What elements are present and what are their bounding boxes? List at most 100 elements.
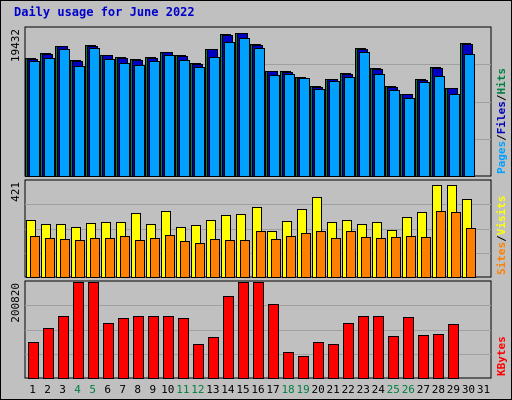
x-tick-label-6: 6 bbox=[104, 383, 111, 396]
bar-kbytes-day-8 bbox=[133, 316, 144, 379]
x-tick-label-5: 5 bbox=[89, 383, 96, 396]
bar-kbytes-day-5 bbox=[88, 282, 99, 379]
bar-kbytes-day-16 bbox=[253, 282, 264, 379]
bar-kbytes-day-29 bbox=[448, 324, 459, 379]
x-tick-label-16: 16 bbox=[251, 383, 264, 396]
right-label-part: Hits bbox=[495, 68, 508, 95]
right-label-part: / bbox=[495, 235, 508, 242]
x-tick-label-29: 29 bbox=[447, 383, 460, 396]
bar-sites-day-15 bbox=[240, 240, 250, 278]
right-label-part: / bbox=[495, 94, 508, 101]
bar-pages-day-28 bbox=[434, 76, 445, 177]
bar-pages-day-24 bbox=[374, 74, 385, 177]
x-tick-label-22: 22 bbox=[342, 383, 355, 396]
bar-kbytes-day-20 bbox=[313, 342, 324, 379]
x-tick-label-2: 2 bbox=[44, 383, 51, 396]
bar-pages-day-4 bbox=[74, 66, 85, 177]
bar-sites-day-8 bbox=[135, 240, 145, 278]
bar-sites-day-2 bbox=[45, 238, 55, 278]
chart-title: Daily usage for June 2022 bbox=[14, 5, 195, 19]
x-tick-label-24: 24 bbox=[372, 383, 386, 396]
bar-kbytes-day-17 bbox=[268, 304, 279, 379]
x-tick-label-18: 18 bbox=[281, 383, 294, 396]
bar-pages-day-14 bbox=[224, 42, 235, 177]
bar-pages-day-5 bbox=[89, 48, 100, 177]
bar-pages-day-19 bbox=[299, 78, 310, 177]
right-label-part: Pages bbox=[495, 141, 508, 174]
x-tick-label-12: 12 bbox=[191, 383, 204, 396]
x-tick-label-27: 27 bbox=[417, 383, 430, 396]
bar-pages-day-13 bbox=[209, 57, 220, 177]
bar-kbytes-day-15 bbox=[238, 282, 249, 379]
bar-pages-day-29 bbox=[449, 94, 460, 177]
bar-kbytes-day-25 bbox=[388, 336, 399, 379]
right-axis-label: Pages/Files/Hits bbox=[495, 68, 508, 174]
bar-pages-day-18 bbox=[284, 74, 295, 177]
bar-sites-day-12 bbox=[195, 243, 205, 278]
bar-pages-day-8 bbox=[134, 65, 145, 177]
bar-sites-day-7 bbox=[120, 236, 130, 278]
bar-pages-day-11 bbox=[179, 60, 190, 177]
bar-kbytes-day-13 bbox=[208, 337, 219, 379]
y-max-label: 200820 bbox=[9, 283, 22, 323]
bar-kbytes-day-6 bbox=[103, 323, 114, 379]
bar-sites-day-18 bbox=[286, 236, 296, 278]
bar-pages-day-17 bbox=[269, 75, 280, 177]
x-tick-label-13: 13 bbox=[206, 383, 219, 396]
x-tick-label-17: 17 bbox=[266, 383, 279, 396]
bar-kbytes-day-14 bbox=[223, 296, 234, 379]
bar-sites-day-24 bbox=[376, 238, 386, 278]
bar-sites-day-26 bbox=[406, 236, 416, 278]
bar-kbytes-day-2 bbox=[43, 328, 54, 379]
bar-sites-day-9 bbox=[150, 238, 160, 278]
bar-sites-day-1 bbox=[30, 236, 40, 278]
bar-pages-day-6 bbox=[104, 59, 115, 177]
bar-kbytes-day-22 bbox=[343, 323, 354, 379]
x-tick-label-31: 31 bbox=[477, 383, 490, 396]
bar-pages-day-26 bbox=[404, 98, 415, 177]
bar-pages-day-23 bbox=[359, 52, 370, 177]
right-label-part: KBytes bbox=[495, 336, 508, 376]
x-tick-label-10: 10 bbox=[161, 383, 174, 396]
x-tick-label-11: 11 bbox=[176, 383, 189, 396]
bar-sites-day-19 bbox=[301, 233, 311, 278]
bar-kbytes-day-27 bbox=[418, 335, 429, 379]
bar-pages-day-25 bbox=[389, 90, 400, 177]
bar-pages-day-10 bbox=[164, 55, 175, 177]
bar-sites-day-11 bbox=[180, 241, 190, 278]
bar-kbytes-day-24 bbox=[373, 316, 384, 379]
bar-sites-day-17 bbox=[271, 239, 281, 278]
right-label-part: / bbox=[495, 134, 508, 141]
x-tick-label-4: 4 bbox=[74, 383, 81, 396]
bar-sites-day-28 bbox=[436, 211, 446, 278]
bar-pages-day-21 bbox=[329, 81, 340, 177]
bar-kbytes-day-26 bbox=[403, 317, 414, 379]
bar-kbytes-day-10 bbox=[163, 316, 174, 379]
bar-kbytes-day-1 bbox=[28, 342, 39, 379]
bar-sites-day-21 bbox=[331, 238, 341, 278]
x-tick-label-30: 30 bbox=[462, 383, 475, 396]
bar-kbytes-day-21 bbox=[328, 344, 339, 379]
bar-pages-day-9 bbox=[149, 61, 160, 177]
bar-sites-day-4 bbox=[75, 240, 85, 278]
right-axis-label: KBytes bbox=[495, 336, 508, 376]
x-tick-label-28: 28 bbox=[432, 383, 445, 396]
y-max-label: 421 bbox=[9, 182, 22, 202]
bar-kbytes-day-23 bbox=[358, 316, 369, 379]
x-tick-label-20: 20 bbox=[312, 383, 325, 396]
bar-sites-day-27 bbox=[421, 237, 431, 278]
bar-kbytes-day-11 bbox=[178, 318, 189, 379]
bar-sites-day-29 bbox=[451, 212, 461, 278]
bar-pages-day-30 bbox=[464, 54, 475, 177]
bar-pages-day-3 bbox=[59, 49, 70, 177]
bar-sites-day-22 bbox=[346, 231, 356, 278]
x-tick-label-23: 23 bbox=[357, 383, 370, 396]
bar-pages-day-20 bbox=[314, 89, 325, 177]
x-tick-label-7: 7 bbox=[119, 383, 126, 396]
bar-sites-day-14 bbox=[225, 240, 235, 278]
bar-sites-day-25 bbox=[391, 237, 401, 278]
panel-kbytes: 200820 KBytes bbox=[9, 280, 508, 379]
x-tick-label-3: 3 bbox=[59, 383, 66, 396]
